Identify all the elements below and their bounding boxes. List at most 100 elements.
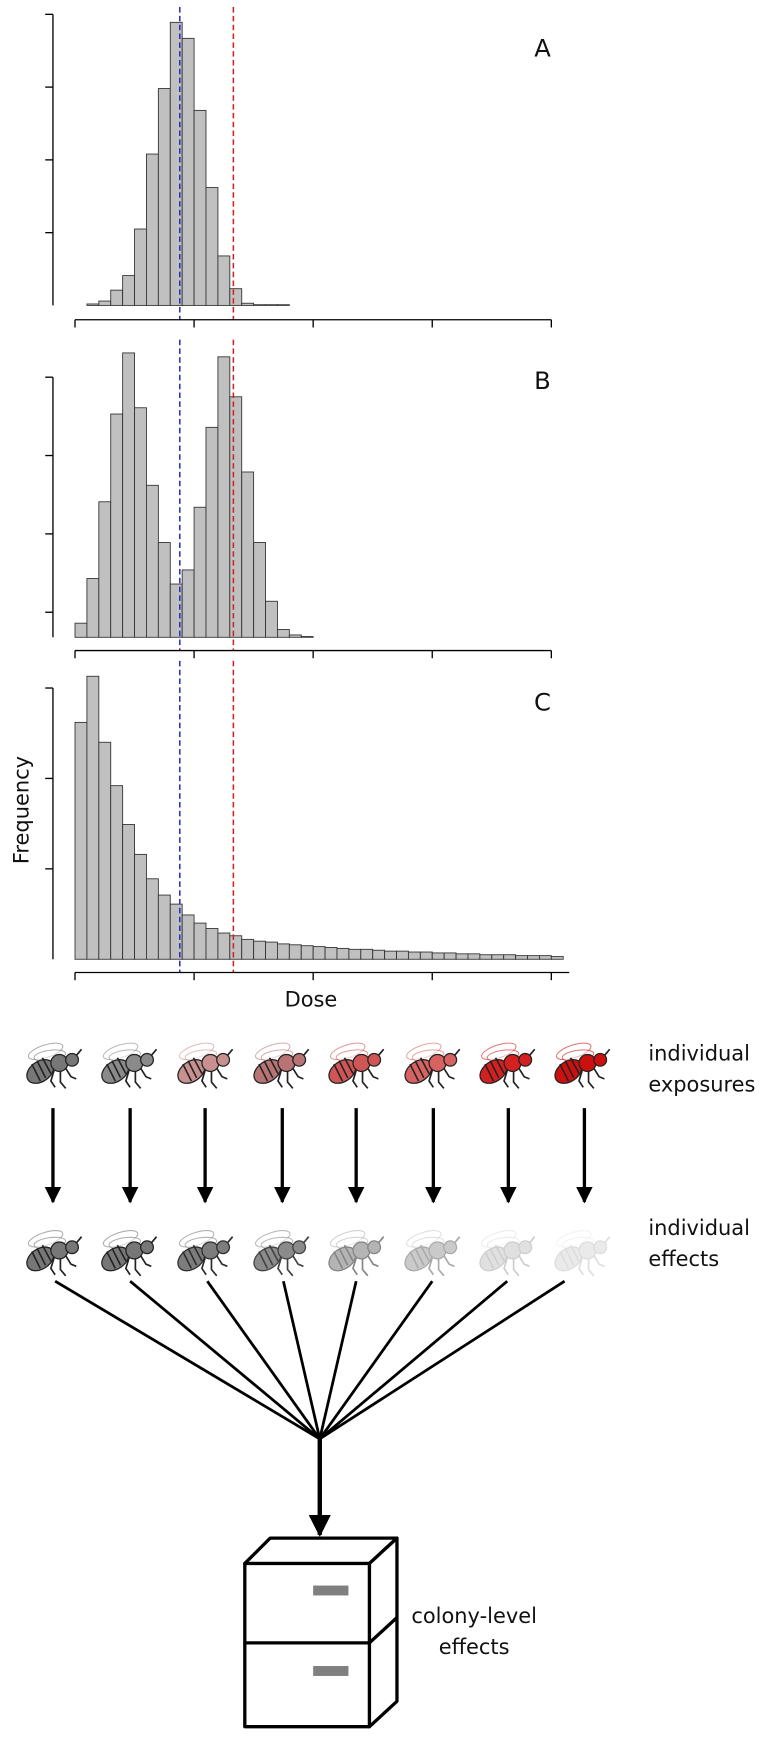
bee <box>324 1040 383 1089</box>
panel-label: C <box>534 688 551 717</box>
bar <box>551 957 563 960</box>
bar <box>301 946 313 960</box>
label-line: individual <box>648 1216 750 1240</box>
bar <box>254 305 266 306</box>
exposures-label: individual exposures <box>648 1042 755 1097</box>
figure: A B C Dose Frequency <box>0 0 784 1741</box>
bar <box>194 923 206 959</box>
bar <box>218 357 230 637</box>
bar <box>99 502 111 638</box>
bar <box>397 951 409 959</box>
bar <box>123 825 135 960</box>
bar <box>456 954 468 959</box>
bar <box>301 637 313 638</box>
bee <box>401 1227 460 1276</box>
panel-label: B <box>534 366 551 395</box>
bar <box>539 956 551 960</box>
bar <box>254 543 266 638</box>
bar <box>182 570 194 637</box>
bar <box>111 290 123 305</box>
bar <box>504 955 516 960</box>
bar <box>135 229 147 305</box>
bar <box>266 305 278 306</box>
bee <box>22 1040 81 1089</box>
label-line: colony-level <box>411 1604 537 1628</box>
effect-bees <box>22 1227 609 1276</box>
bar <box>266 942 278 959</box>
bar <box>146 879 158 959</box>
bar <box>111 414 123 637</box>
bar <box>99 742 111 959</box>
bar <box>135 408 147 638</box>
bee <box>401 1040 460 1089</box>
bar <box>528 956 540 960</box>
bar <box>349 949 361 959</box>
bar <box>230 397 242 638</box>
bar <box>420 952 432 959</box>
bee <box>22 1227 81 1276</box>
bar <box>385 951 397 959</box>
bar <box>206 188 218 306</box>
colony-label: colony-level effects <box>411 1604 537 1659</box>
bar <box>337 948 349 959</box>
bar <box>206 427 218 637</box>
panel-label: A <box>534 34 551 63</box>
bee <box>97 1227 156 1276</box>
bar <box>277 944 289 959</box>
bar <box>158 895 170 959</box>
bee <box>324 1227 383 1276</box>
bar <box>432 953 444 959</box>
bar <box>194 507 206 637</box>
exposure-bees <box>22 1040 609 1089</box>
bar <box>242 303 254 305</box>
bar <box>289 635 301 637</box>
label-line: individual <box>648 1042 750 1066</box>
bar <box>230 936 242 960</box>
bee <box>97 1040 156 1089</box>
bar <box>158 89 170 306</box>
bar <box>325 948 337 960</box>
bar <box>135 854 147 959</box>
bar <box>206 929 218 960</box>
bar <box>277 305 289 306</box>
bar <box>158 543 170 638</box>
page: {"chart_data": [ {"type": "histogram", "… <box>0 0 784 1741</box>
bar <box>242 939 254 959</box>
x-axis-label: Dose <box>285 988 338 1012</box>
bar <box>492 955 504 960</box>
bar <box>182 915 194 959</box>
bee <box>250 1040 309 1089</box>
y-axis-label: Frequency <box>10 756 34 864</box>
bar <box>87 304 99 305</box>
label-line: exposures <box>648 1073 755 1097</box>
bar <box>111 786 123 960</box>
bee <box>173 1227 232 1276</box>
bee <box>551 1227 610 1276</box>
bar <box>146 154 158 305</box>
bar <box>75 623 87 637</box>
bar <box>408 952 420 959</box>
bar <box>254 941 266 959</box>
label-line: effects <box>439 1635 510 1659</box>
bee <box>476 1040 535 1089</box>
converging-lines <box>55 1281 564 1535</box>
label-line: effects <box>648 1247 719 1271</box>
bar <box>87 579 99 638</box>
colony-box <box>245 1538 397 1727</box>
bar <box>373 950 385 959</box>
bar <box>480 955 492 960</box>
bar <box>277 629 289 637</box>
bar <box>444 953 456 959</box>
bar <box>182 38 194 305</box>
exposure-arrows <box>53 1108 584 1202</box>
bar <box>194 110 206 305</box>
bee <box>551 1040 610 1089</box>
bar <box>516 956 528 960</box>
bar <box>87 676 99 959</box>
bar <box>218 256 230 305</box>
bar <box>289 945 301 959</box>
bar <box>230 289 242 306</box>
bee <box>173 1040 232 1089</box>
bar <box>123 353 135 637</box>
bar <box>242 472 254 637</box>
